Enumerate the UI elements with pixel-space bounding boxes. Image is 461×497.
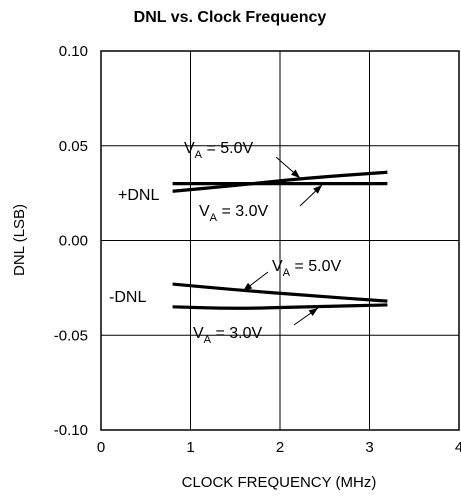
- annotations: +DNL VA = 5.0V VA = 3.0V -DNL VA = 5.0V VA = …: [109, 140, 341, 346]
- y-axis-label: DNL (LSB): [11, 204, 28, 276]
- series-line-3: [172, 282, 388, 303]
- y-tick-label: 0.00: [59, 233, 88, 250]
- x-tick-label: 4: [455, 439, 461, 456]
- series-line-4: [172, 303, 388, 310]
- series-line-1: [172, 170, 388, 193]
- y-tick-label: 0.10: [59, 43, 88, 60]
- x-tick-label: 2: [276, 439, 284, 456]
- neg-v5-label: VA = 5.0V: [272, 258, 341, 279]
- neg-v3-label: VA = 3.0V: [193, 325, 262, 346]
- plot-frame: [100, 50, 460, 431]
- pos-dnl-label: +DNL: [118, 187, 159, 204]
- series-lines: [172, 170, 388, 310]
- neg-v3-arrow-head: [308, 308, 318, 317]
- pos-v3-arrow-head: [313, 185, 322, 194]
- pos-v3-label: VA = 3.0V: [199, 203, 268, 224]
- neg-dnl-label: -DNL: [109, 289, 146, 306]
- x-axis-label: CLOCK FREQUENCY (MHz): [182, 474, 377, 491]
- pos-v5-arrow-head: [290, 169, 300, 178]
- grid: [101, 51, 459, 430]
- y-tick-label: -0.05: [54, 327, 88, 344]
- tick-labels: 0 1 2 3 4 0.10 0.05 0.00 -0.05 -0.10: [54, 43, 461, 456]
- neg-v5-arrow-head: [243, 282, 253, 291]
- x-tick-label: 3: [365, 439, 373, 456]
- y-tick-label: 0.05: [59, 138, 88, 155]
- x-tick-label: 0: [97, 439, 105, 456]
- y-tick-label: -0.10: [54, 422, 88, 439]
- chart-title: DNL vs. Clock Frequency: [134, 9, 327, 26]
- pos-v5-label: VA = 5.0V: [184, 140, 253, 161]
- x-tick-label: 1: [186, 439, 194, 456]
